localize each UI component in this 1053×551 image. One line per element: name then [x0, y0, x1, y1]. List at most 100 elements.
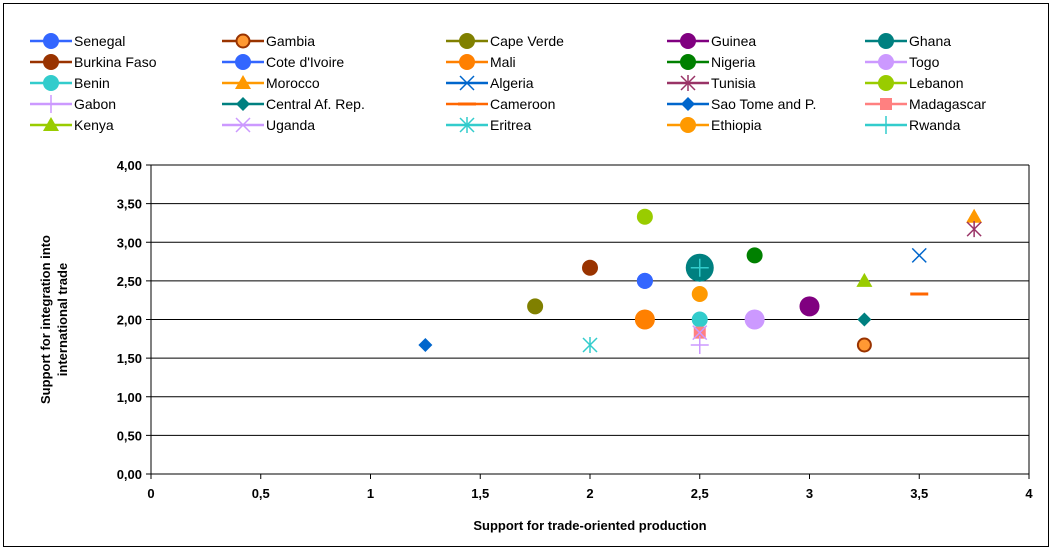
- legend-marker: [680, 117, 696, 133]
- legend-marker: [680, 75, 696, 91]
- axis-labels: Support for trade-oriented production Su…: [38, 235, 707, 533]
- legend-marker: [236, 97, 250, 111]
- legend-label: Ethiopia: [711, 117, 762, 133]
- point-gabon: [690, 335, 709, 354]
- legend-item-madagascar: Madagascar: [865, 96, 986, 112]
- legend-label: Algeria: [490, 75, 534, 91]
- point-kenya: [856, 272, 873, 287]
- legend-item-gabon: Gabon: [30, 95, 116, 113]
- legend-label: Uganda: [266, 117, 315, 133]
- x-tick-label: 3: [806, 486, 813, 501]
- legend-marker: [459, 33, 475, 49]
- y-tick-label: 1,50: [117, 351, 142, 366]
- legend-item-nigeria: Nigeria: [667, 54, 756, 70]
- legend-label: Burkina Faso: [74, 54, 157, 70]
- x-tick-label: 0,5: [252, 486, 270, 501]
- legend-marker: [680, 54, 696, 70]
- legend-label: Gabon: [74, 96, 116, 112]
- legend-item-tunisia: Tunisia: [667, 75, 756, 91]
- legend-marker: [878, 54, 894, 70]
- legend-label: Cape Verde: [490, 33, 564, 49]
- legend-marker: [877, 116, 895, 134]
- point-mali: [634, 309, 655, 330]
- x-tick-label: 1,5: [471, 486, 489, 501]
- x-tick-label: 3,5: [910, 486, 928, 501]
- legend-marker: [43, 33, 59, 49]
- legend-marker: [235, 54, 251, 70]
- point-algeria: [911, 247, 927, 263]
- legend-marker: [42, 95, 60, 113]
- legend-item-benin: Benin: [30, 75, 110, 91]
- x-tick-label: 0: [147, 486, 154, 501]
- legend-item-central-af-rep: Central Af. Rep.: [222, 96, 365, 112]
- legend-label: Senegal: [74, 33, 125, 49]
- legend-label: Tunisia: [711, 75, 756, 91]
- point-gambia: [856, 337, 872, 353]
- point-ethiopia: [691, 286, 708, 303]
- legend-item-burkina-faso: Burkina Faso: [30, 54, 157, 70]
- legend-item-eritrea: Eritrea: [446, 117, 531, 133]
- legend-item-cameroon: Cameroon: [446, 96, 555, 112]
- y-tick-label: 0,00: [117, 467, 142, 482]
- legend-label: Lebanon: [909, 75, 964, 91]
- legend-item-lebanon: Lebanon: [865, 75, 964, 91]
- legend-label: Eritrea: [490, 117, 531, 133]
- legend-item-mali: Mali: [446, 54, 516, 70]
- x-tick-label: 1: [367, 486, 374, 501]
- axes: [146, 164, 1030, 479]
- legend-marker: [459, 117, 475, 133]
- legend-item-cote-d-ivoire: Cote d'Ivoire: [222, 54, 344, 70]
- point-morocco: [966, 208, 983, 223]
- legend-item-cape-verde: Cape Verde: [446, 33, 564, 49]
- legend-label: Rwanda: [909, 117, 961, 133]
- legend-marker: [681, 97, 695, 111]
- legend-marker: [459, 75, 475, 91]
- y-tick-label: 2,00: [117, 313, 142, 328]
- legend-item-gambia: Gambia: [222, 33, 315, 49]
- chart-frame: [3, 3, 1049, 547]
- legend-marker: [43, 117, 59, 131]
- y-axis-label-line-1: Support for integration into: [38, 235, 53, 404]
- point-benin: [691, 311, 708, 328]
- y-axis-label-line-2: international trade: [55, 263, 70, 376]
- legend-label: Cameroon: [490, 96, 555, 112]
- legend-label: Madagascar: [909, 96, 986, 112]
- legend-label: Morocco: [266, 75, 320, 91]
- legend: Senegal Gambia Cape Verde Guinea Ghana Burkin…: [30, 33, 986, 134]
- tick-labels: 0,00 0,50 1,00 1,50 2,00 2,50 3,00 3,50 4,00 0 0,5…: [117, 158, 1034, 501]
- point-cape-verde: [527, 298, 544, 315]
- legend-label: Ghana: [909, 33, 951, 49]
- y-tick-label: 2,50: [117, 274, 142, 289]
- y-tick-label: 3,50: [117, 197, 142, 212]
- legend-item-morocco: Morocco: [222, 75, 320, 91]
- legend-label: Sao Tome and P.: [711, 96, 816, 112]
- data-points: [418, 208, 983, 354]
- legend-label: Central Af. Rep.: [266, 96, 365, 112]
- legend-marker: [680, 33, 696, 49]
- legend-label: Nigeria: [711, 54, 756, 70]
- y-tick-label: 3,00: [117, 235, 142, 250]
- legend-label: Gambia: [266, 33, 315, 49]
- legend-marker: [235, 75, 251, 89]
- legend-item-guinea: Guinea: [667, 33, 756, 49]
- legend-marker: [43, 54, 59, 70]
- point-eritrea: [582, 336, 598, 353]
- point-lebanon: [636, 208, 653, 225]
- point-central-af-rep: [857, 312, 872, 327]
- point-uganda: [692, 325, 708, 341]
- x-tick-label: 2,5: [691, 486, 709, 501]
- point-nigeria: [746, 247, 763, 264]
- legend-label: Kenya: [74, 117, 114, 133]
- legend-marker: [459, 54, 475, 70]
- x-tick-label: 4: [1025, 486, 1033, 501]
- legend-marker: [235, 117, 251, 133]
- x-axis-label: Support for trade-oriented production: [473, 518, 706, 533]
- point-sao-tome-and-p: [418, 337, 433, 352]
- legend-item-senegal: Senegal: [30, 33, 125, 49]
- y-tick-label: 4,00: [117, 158, 142, 173]
- legend-item-kenya: Kenya: [30, 117, 114, 133]
- y-tick-label: 0,50: [117, 428, 142, 443]
- legend-item-sao-tome-and-p: Sao Tome and P.: [667, 96, 816, 112]
- legend-marker: [43, 75, 59, 91]
